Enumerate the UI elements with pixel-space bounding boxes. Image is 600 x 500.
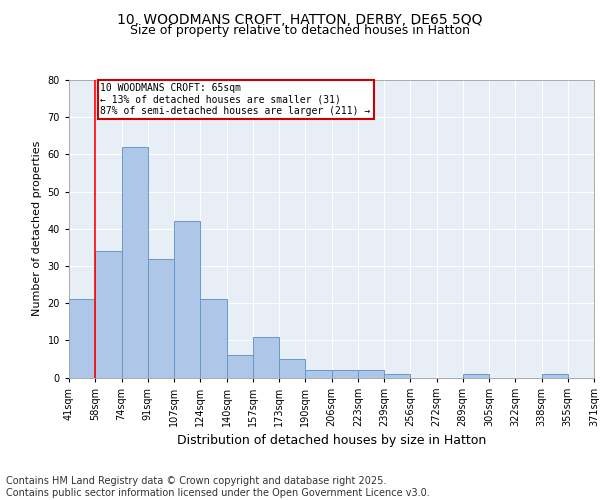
Bar: [358, 370, 384, 378]
Bar: [148, 258, 174, 378]
Bar: [95, 251, 121, 378]
Bar: [305, 370, 331, 378]
Bar: [69, 300, 95, 378]
Text: 10, WOODMANS CROFT, HATTON, DERBY, DE65 5QQ: 10, WOODMANS CROFT, HATTON, DERBY, DE65 …: [117, 12, 483, 26]
Bar: [227, 355, 253, 378]
Bar: [200, 300, 227, 378]
Text: Contains HM Land Registry data © Crown copyright and database right 2025.
Contai: Contains HM Land Registry data © Crown c…: [6, 476, 430, 498]
Bar: [253, 336, 279, 378]
Bar: [463, 374, 489, 378]
Text: Size of property relative to detached houses in Hatton: Size of property relative to detached ho…: [130, 24, 470, 37]
Bar: [121, 147, 148, 378]
Bar: [331, 370, 358, 378]
Bar: [542, 374, 568, 378]
Y-axis label: Number of detached properties: Number of detached properties: [32, 141, 42, 316]
Bar: [279, 359, 305, 378]
Bar: [384, 374, 410, 378]
Text: 10 WOODMANS CROFT: 65sqm
← 13% of detached houses are smaller (31)
87% of semi-d: 10 WOODMANS CROFT: 65sqm ← 13% of detach…: [101, 83, 371, 116]
Bar: [174, 222, 200, 378]
X-axis label: Distribution of detached houses by size in Hatton: Distribution of detached houses by size …: [177, 434, 486, 448]
